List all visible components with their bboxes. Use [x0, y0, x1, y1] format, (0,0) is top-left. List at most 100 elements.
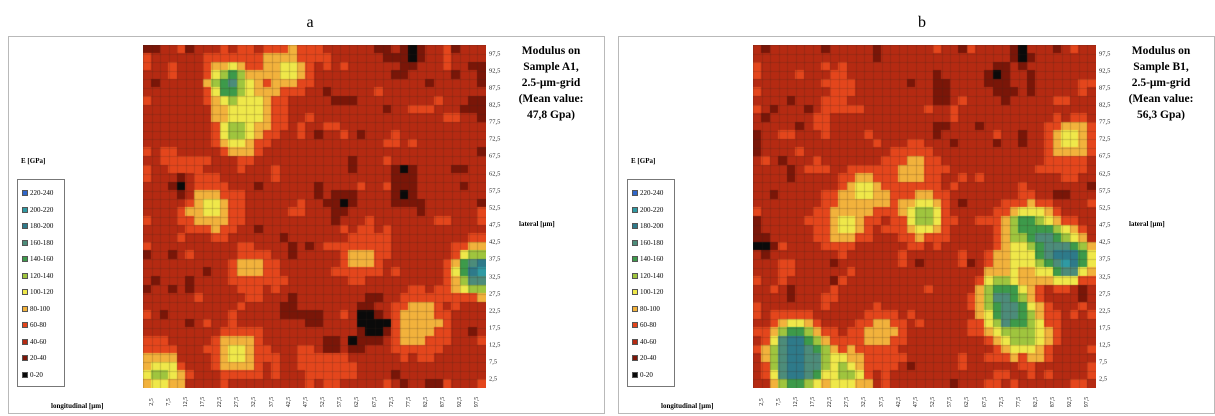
title-line: Sample B1, — [1133, 61, 1189, 73]
legend-item: 180-200 — [22, 221, 53, 231]
y-tick-label: 27,5 — [489, 290, 501, 298]
y-tick-label: 57,5 — [489, 187, 501, 195]
legend-label: 180-200 — [640, 222, 664, 230]
y-tick-label: 82,5 — [489, 101, 501, 109]
y-tick-labels: 97,5 92,5 87,5 82,5 77,5 72,5 67,5 62,5 57,5 52,5… — [1099, 45, 1129, 388]
x-tick-label: 32,5 — [251, 396, 258, 408]
chart-panel-a: E [GPa] 220-240 200-220 180-200 160-180 140-… — [8, 36, 605, 414]
legend-label: 60-80 — [640, 321, 657, 329]
title-line: (Mean value: — [1128, 93, 1194, 105]
legend-item: 80-100 — [22, 304, 50, 314]
modulus-heatmap-a — [143, 45, 486, 388]
x-tick-label: 52,5 — [320, 396, 327, 408]
legend-swatch — [22, 272, 28, 279]
legend-title: E [GPa] — [21, 157, 46, 165]
legend-label: 40-60 — [30, 337, 47, 346]
x-tick-label: 17,5 — [200, 396, 207, 408]
legend-label: 20-40 — [30, 354, 47, 362]
y-tick-label: 32,5 — [1099, 273, 1111, 281]
x-tick-label: 72,5 — [998, 396, 1005, 408]
x-tick-label: 42,5 — [285, 396, 292, 408]
legend-label: 80-100 — [30, 304, 50, 313]
y-tick-label: 37,5 — [1099, 255, 1111, 263]
x-tick-label: 52,5 — [930, 396, 937, 408]
panel-b-letter: b — [918, 14, 926, 31]
title-line: Sample A1, — [523, 61, 579, 73]
legend-item: 200-220 — [632, 205, 663, 215]
x-tick-label: 12,5 — [792, 396, 799, 408]
legend-swatch — [632, 239, 638, 246]
legend-item: 80-100 — [632, 304, 660, 314]
legend-swatch — [22, 338, 28, 345]
x-tick-label: 27,5 — [844, 396, 851, 408]
legend-item: 160-180 — [632, 238, 663, 248]
y-axis-label: lateral [μm] — [519, 220, 555, 228]
legend-label: 40-60 — [640, 337, 657, 346]
title-line: 2.5-μm-grid — [521, 77, 581, 89]
panel-a-letter: a — [306, 14, 314, 31]
x-tick-label: 47,5 — [302, 396, 309, 408]
x-tick-label: 97,5 — [1084, 396, 1091, 408]
x-tick-label: 82,5 — [422, 396, 429, 408]
legend-swatch — [22, 289, 28, 296]
y-tick-label: 17,5 — [489, 324, 501, 332]
y-tick-label: 92,5 — [1099, 67, 1111, 75]
legend-label: 20-40 — [640, 354, 657, 362]
y-tick-label: 2,5 — [489, 375, 498, 383]
legend-label: 140-160 — [30, 255, 54, 263]
legend-swatch — [22, 305, 28, 312]
y-tick-label: 37,5 — [489, 255, 501, 263]
legend-label: 100-120 — [30, 288, 54, 296]
legend-swatch — [632, 371, 638, 378]
legend-label: 0-20 — [30, 370, 43, 379]
legend-swatch — [632, 338, 638, 345]
x-tick-label: 92,5 — [1067, 396, 1074, 408]
x-tick-label: 37,5 — [268, 396, 275, 408]
legend-swatch — [22, 256, 28, 263]
legend-swatch — [632, 322, 638, 329]
x-tick-label: 47,5 — [912, 396, 919, 408]
y-tick-label: 92,5 — [489, 67, 501, 75]
y-tick-label: 12,5 — [489, 341, 501, 349]
legend-swatch — [632, 190, 638, 197]
legend-label: 0-20 — [640, 370, 653, 379]
legend-item: 20-40 — [632, 353, 656, 363]
x-tick-label: 87,5 — [1050, 396, 1057, 408]
x-tick-label: 2,5 — [148, 398, 155, 406]
x-tick-label: 22,5 — [217, 396, 224, 408]
y-tick-label: 77,5 — [489, 118, 501, 126]
legend-title: E [GPa] — [631, 157, 656, 165]
legend: 220-240 200-220 180-200 160-180 140-160 120-1… — [627, 179, 675, 387]
y-tick-label: 77,5 — [1099, 118, 1111, 126]
x-tick-labels: 2,5 7,5 12,5 17,5 22,5 27,5 32,5 37,5 42,5 47,5 52… — [753, 391, 1096, 413]
legend-item: 140-160 — [22, 254, 53, 264]
legend-swatch — [22, 206, 28, 213]
y-tick-label: 7,5 — [1099, 358, 1108, 366]
legend-item: 220-240 — [632, 188, 663, 198]
x-tick-label: 67,5 — [371, 396, 378, 408]
legend-swatch — [632, 305, 638, 312]
y-tick-label: 67,5 — [1099, 152, 1111, 160]
y-tick-label: 7,5 — [489, 358, 498, 366]
x-tick-label: 57,5 — [337, 396, 344, 408]
title-line: 56,3 Gpa) — [1137, 109, 1185, 121]
y-tick-label: 72,5 — [489, 135, 501, 143]
legend-label: 160-180 — [30, 238, 54, 247]
y-tick-label: 72,5 — [1099, 135, 1111, 143]
legend-swatch — [22, 190, 28, 197]
legend-swatch — [632, 256, 638, 263]
x-tick-label: 62,5 — [354, 396, 361, 408]
modulus-heatmap-b — [753, 45, 1096, 388]
legend-item: 200-220 — [22, 205, 53, 215]
x-axis-label: longitudinal [μm] — [661, 402, 714, 410]
chart-title-a: Modulus on Sample A1, 2.5-μm-grid (Mean … — [501, 43, 601, 123]
legend-item: 120-140 — [22, 271, 53, 281]
x-tick-label: 7,5 — [775, 398, 782, 406]
legend-swatch — [22, 371, 28, 378]
legend-label: 140-160 — [640, 255, 664, 263]
x-tick-label: 17,5 — [810, 396, 817, 408]
legend-item: 160-180 — [22, 238, 53, 248]
y-tick-label: 97,5 — [489, 50, 501, 58]
legend-item: 40-60 — [22, 337, 46, 347]
y-tick-label: 42,5 — [489, 238, 501, 246]
